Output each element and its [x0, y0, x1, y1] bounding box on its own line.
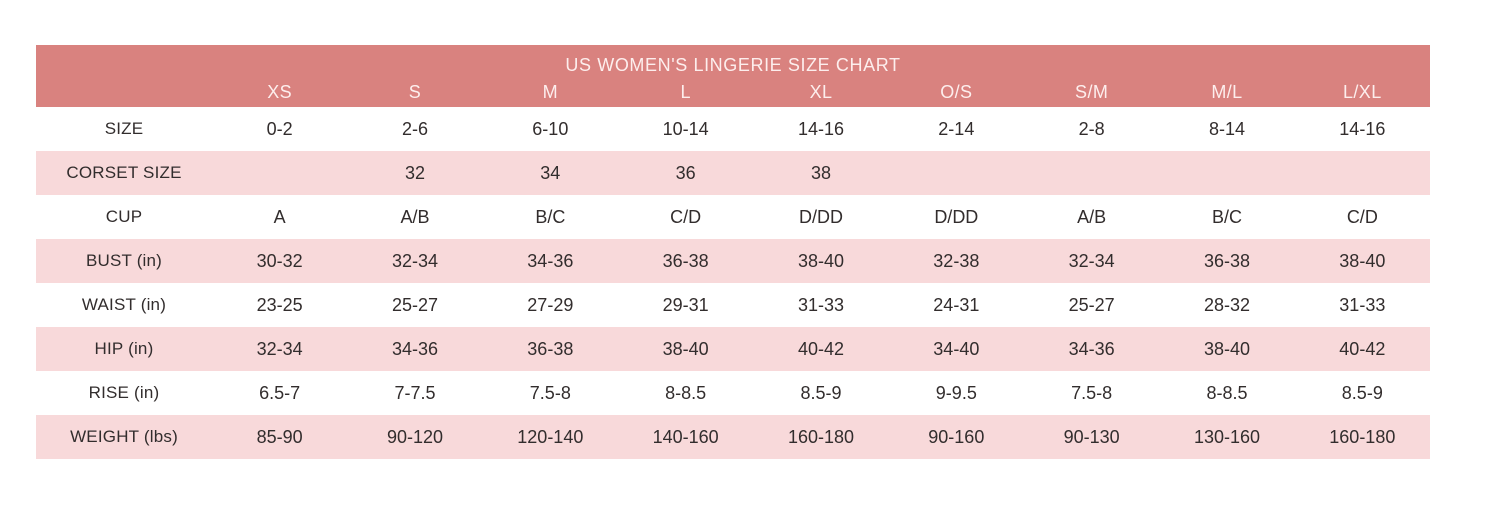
chart-title: US WOMEN'S LINGERIE SIZE CHART [565, 55, 901, 75]
column-header: L/XL [1343, 81, 1382, 102]
cell: 34 [540, 162, 561, 183]
cell: 8-14 [1208, 118, 1245, 139]
cell: 34-36 [527, 250, 574, 271]
table-row: CUP A A/B B/C C/D D/DD D/DD A/B B/C C/D [36, 195, 1430, 239]
cell: 85-90 [256, 426, 303, 447]
cell: 28-32 [1203, 294, 1251, 315]
cell: 25-27 [391, 294, 439, 315]
cell: 32-38 [933, 250, 980, 271]
cell: 30-32 [256, 250, 303, 271]
column-header: O/S [940, 81, 973, 102]
cell: 40-42 [797, 338, 845, 359]
table-row: WEIGHT (lbs) 85-90 90-120 120-140 140-160 160… [36, 415, 1430, 459]
table-row: SIZE 0-2 2-6 6-10 10-14 14-16 2-14 2-8 8-14 14-16 [36, 107, 1430, 151]
cell: 8-8.5 [665, 382, 707, 403]
cell: 7.5-8 [1071, 382, 1113, 403]
cell: 8-8.5 [1206, 382, 1248, 403]
cell: 160-180 [1329, 426, 1396, 447]
cell: 6-10 [532, 118, 569, 139]
cell: 14-16 [797, 118, 845, 139]
column-header: M [542, 81, 559, 102]
cell: 40-42 [1339, 338, 1386, 359]
cell: 32-34 [256, 338, 303, 359]
column-header: XL [809, 81, 833, 102]
row-label: WAIST (in) [81, 295, 167, 314]
row-label: CORSET SIZE [66, 163, 182, 182]
row-label: HIP (in) [94, 339, 154, 358]
size-chart-table: US WOMEN'S LINGERIE SIZE CHART XS S M L XL O/… [36, 45, 1430, 459]
cell: 160-180 [787, 426, 855, 447]
cell: 7.5-8 [529, 382, 571, 403]
column-header: M/L [1211, 81, 1243, 102]
cell: D/DD [934, 206, 979, 227]
table-row: BUST (in) 30-32 32-34 34-36 36-38 38-40 32-38 3… [36, 239, 1430, 283]
cell: 90-120 [386, 426, 444, 447]
cell: 90-160 [928, 426, 985, 447]
cell: A [273, 206, 286, 227]
row-label: CUP [105, 207, 143, 226]
cell: C/D [670, 206, 702, 227]
cell: 120-140 [517, 426, 584, 447]
table-row: CORSET SIZE 32 34 36 38 [36, 151, 1430, 195]
cell: 9-9.5 [935, 382, 977, 403]
cell: 36-38 [527, 338, 574, 359]
cell: 38-40 [1203, 338, 1251, 359]
cell: C/D [1346, 206, 1378, 227]
cell: 7-7.5 [394, 382, 436, 403]
cell: D/DD [798, 206, 843, 227]
cell: 130-160 [1193, 426, 1261, 447]
chart-header: US WOMEN'S LINGERIE SIZE CHART XS S M L XL O/… [36, 45, 1430, 107]
cell: 32 [404, 162, 425, 183]
cell: 32-34 [1068, 250, 1115, 271]
row-label: RISE (in) [88, 383, 160, 402]
cell: 8.5-9 [1341, 382, 1383, 403]
cell: 25-27 [1068, 294, 1115, 315]
cell: 36-38 [662, 250, 709, 271]
row-label: SIZE [104, 119, 144, 138]
column-header: S [408, 81, 422, 102]
column-header: S/M [1075, 81, 1109, 102]
cell: 38-40 [662, 338, 709, 359]
table-body: SIZE 0-2 2-6 6-10 10-14 14-16 2-14 2-8 8-14 14-16… [36, 107, 1430, 459]
cell: 31-33 [797, 294, 845, 315]
cell: 90-130 [1063, 426, 1120, 447]
cell: 32-34 [391, 250, 439, 271]
row-label: BUST (in) [85, 251, 163, 270]
cell: 2-8 [1078, 118, 1105, 139]
cell: 29-31 [662, 294, 709, 315]
table-row: RISE (in) 6.5-7 7-7.5 7.5-8 8-8.5 8.5-9 9-9.5 7… [36, 371, 1430, 415]
cell: 6.5-7 [259, 382, 301, 403]
cell: 38 [810, 162, 831, 183]
cell: 38-40 [1339, 250, 1386, 271]
cell: A/B [400, 206, 430, 227]
cell: A/B [1077, 206, 1107, 227]
cell: 0-2 [266, 118, 293, 139]
cell: 2-6 [401, 118, 428, 139]
column-header: XS [267, 81, 293, 102]
cell: 2-14 [938, 118, 975, 139]
cell: 8.5-9 [800, 382, 842, 403]
cell: 27-29 [527, 294, 574, 315]
cell: 14-16 [1339, 118, 1386, 139]
cell: 34-36 [391, 338, 439, 359]
cell: 34-40 [933, 338, 980, 359]
cell: B/C [1211, 206, 1242, 227]
cell: B/C [535, 206, 566, 227]
column-header-row: XS S M L XL O/S S/M M/L L/XL [36, 77, 1430, 107]
column-header: L [680, 81, 691, 102]
cell: 36 [675, 162, 696, 183]
table-row: WAIST (in) 23-25 25-27 27-29 29-31 31-33 24-31… [36, 283, 1430, 327]
cell: 140-160 [652, 426, 719, 447]
cell: 36-38 [1203, 250, 1251, 271]
cell: 23-25 [256, 294, 303, 315]
cell: 31-33 [1339, 294, 1386, 315]
row-label: WEIGHT (lbs) [70, 427, 178, 446]
cell: 10-14 [662, 118, 709, 139]
cell: 24-31 [933, 294, 980, 315]
cell: 34-36 [1068, 338, 1115, 359]
cell: 38-40 [797, 250, 845, 271]
table-row: HIP (in) 32-34 34-36 36-38 38-40 40-42 34-40 34… [36, 327, 1430, 371]
